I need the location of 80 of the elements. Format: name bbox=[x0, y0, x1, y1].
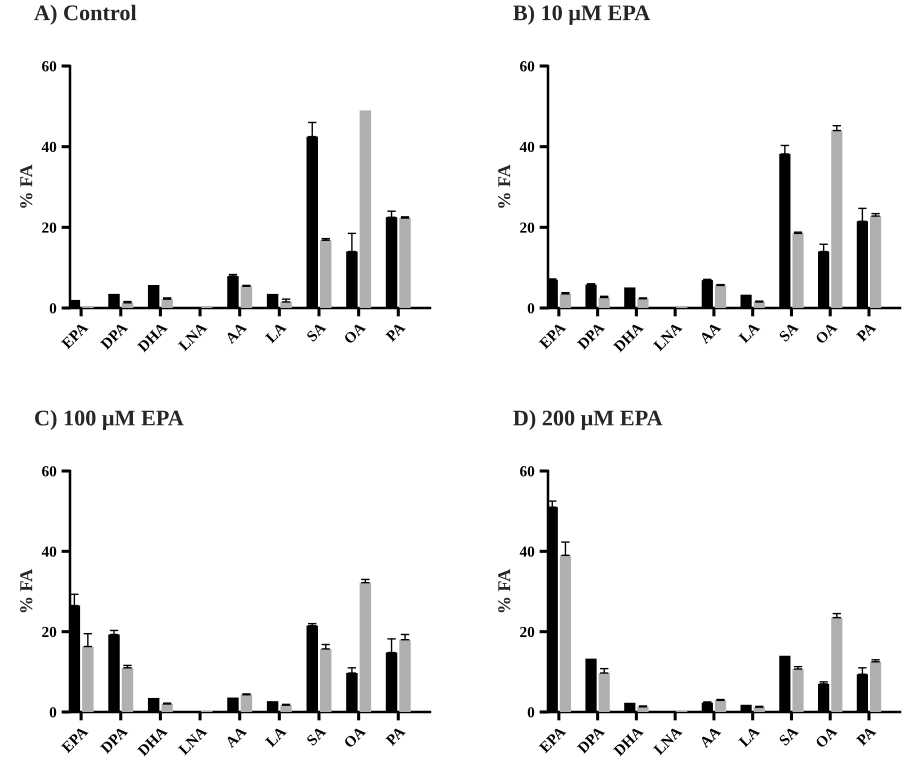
bar bbox=[360, 582, 372, 712]
chart-title: D) 200 μM EPA bbox=[513, 410, 662, 430]
x-tick-label: EPA bbox=[60, 726, 89, 754]
x-tick-label: PA bbox=[385, 726, 406, 746]
bar bbox=[714, 285, 726, 308]
bar bbox=[598, 673, 610, 712]
bar bbox=[637, 298, 649, 308]
y-tick-label: 60 bbox=[42, 61, 56, 72]
y-tick-label: 40 bbox=[520, 546, 534, 557]
y-tick-label: 60 bbox=[520, 466, 534, 476]
x-tick-label: AA bbox=[224, 726, 248, 748]
x-tick-label: DPA bbox=[576, 726, 606, 754]
bar bbox=[598, 298, 610, 308]
x-tick-label: SA bbox=[306, 726, 327, 746]
bar bbox=[280, 705, 292, 712]
chart-title: C) 100 μM EPA bbox=[35, 410, 184, 430]
y-tick-label: 20 bbox=[42, 222, 56, 233]
bar bbox=[360, 110, 372, 308]
x-tick-label: LA bbox=[738, 726, 760, 748]
y-tick-label: 60 bbox=[520, 61, 534, 72]
x-tick-label: SA bbox=[306, 322, 327, 342]
x-tick-label: AA bbox=[224, 322, 248, 344]
bar bbox=[792, 669, 804, 712]
x-tick-label: SA bbox=[778, 726, 799, 746]
bar bbox=[240, 286, 252, 308]
x-tick-label: DPA bbox=[100, 726, 128, 754]
bar bbox=[161, 299, 173, 308]
y-tick-label: 0 bbox=[528, 707, 534, 718]
bar bbox=[122, 668, 134, 712]
bar bbox=[320, 648, 332, 712]
y-tick-label: 20 bbox=[520, 626, 534, 638]
bar bbox=[714, 700, 726, 712]
bar bbox=[831, 130, 842, 308]
bar bbox=[240, 694, 252, 712]
x-tick-label: AA bbox=[698, 322, 722, 344]
chart-title: B) 10 μM EPA bbox=[513, 4, 650, 25]
bar bbox=[754, 302, 765, 308]
x-tick-label: LA bbox=[264, 726, 287, 748]
y-axis-title: % FA bbox=[20, 568, 32, 612]
x-tick-label: OA bbox=[343, 726, 366, 748]
bar bbox=[560, 294, 572, 308]
x-tick-label: EPA bbox=[538, 726, 566, 754]
bar bbox=[320, 240, 332, 308]
x-tick-label: AA bbox=[698, 726, 722, 748]
y-axis-title: % FA bbox=[498, 568, 510, 612]
bar bbox=[82, 646, 94, 712]
x-tick-label: LA bbox=[264, 322, 287, 344]
x-tick-label: EPA bbox=[60, 322, 89, 350]
bar bbox=[831, 618, 842, 712]
y-tick-label: 20 bbox=[42, 626, 56, 638]
bar bbox=[792, 233, 804, 308]
y-tick-label: 40 bbox=[42, 546, 56, 557]
x-tick-label: DPA bbox=[576, 322, 606, 350]
x-tick-label: EPA bbox=[538, 322, 566, 350]
bar bbox=[560, 555, 572, 712]
bar bbox=[870, 216, 882, 308]
chart-title: A) Control bbox=[34, 4, 136, 25]
bar bbox=[399, 640, 411, 712]
y-axis-title: % FA bbox=[20, 164, 32, 208]
y-tick-label: 40 bbox=[520, 142, 534, 152]
x-tick-label: OA bbox=[814, 726, 838, 748]
y-tick-label: 0 bbox=[50, 303, 56, 314]
bar bbox=[161, 704, 173, 712]
bar bbox=[280, 302, 292, 308]
x-tick-label: LA bbox=[738, 322, 760, 344]
x-tick-label: OA bbox=[343, 322, 366, 344]
x-tick-label: PA bbox=[385, 322, 406, 342]
y-tick-label: 40 bbox=[42, 142, 56, 152]
y-tick-label: 0 bbox=[528, 303, 534, 314]
x-tick-label: PA bbox=[856, 322, 876, 342]
x-tick-label: PA bbox=[856, 726, 876, 746]
x-tick-label: OA bbox=[814, 322, 838, 344]
y-tick-label: 20 bbox=[520, 222, 534, 233]
bar bbox=[399, 218, 411, 308]
bar bbox=[870, 662, 882, 712]
y-tick-label: 60 bbox=[42, 466, 56, 476]
y-axis-title: % FA bbox=[498, 164, 510, 208]
y-tick-label: 0 bbox=[50, 707, 56, 718]
x-tick-label: DPA bbox=[100, 322, 128, 350]
x-tick-label: SA bbox=[778, 322, 799, 342]
